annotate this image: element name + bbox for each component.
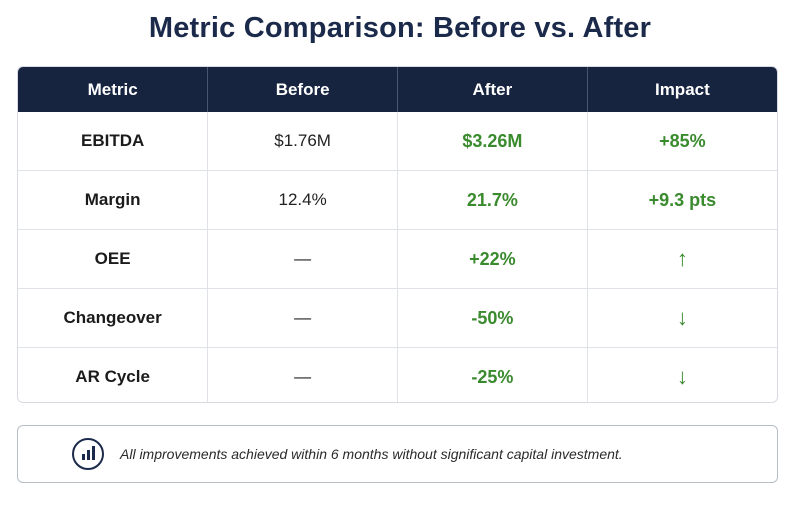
table-row: EBITDA $1.76M $3.26M +85% xyxy=(18,112,777,171)
note-box: All improvements achieved within 6 month… xyxy=(17,425,778,483)
metric-cell: EBITDA xyxy=(18,112,209,171)
table-row: AR Cycle — -25% ↓ xyxy=(18,347,777,403)
table-row: Margin 12.4% 21.7% +9.3 pts xyxy=(18,170,777,230)
metric-cell: Changeover xyxy=(18,288,209,348)
impact-cell: +85% xyxy=(587,112,777,171)
before-cell: — xyxy=(207,288,398,348)
column-header-impact: Impact xyxy=(587,67,777,112)
column-header-metric: Metric xyxy=(18,67,209,112)
table-row: OEE — +22% ↑ xyxy=(18,229,777,289)
before-cell: — xyxy=(207,347,398,402)
impact-cell: ↓ xyxy=(587,348,777,403)
after-cell: -50% xyxy=(397,288,588,348)
page-title: Metric Comparison: Before vs. After xyxy=(148,12,652,44)
comparison-table: Metric Before After Impact EBITDA $1.76M… xyxy=(17,66,778,403)
bar-chart-icon xyxy=(72,438,104,470)
table-row: Changeover — -50% ↓ xyxy=(18,288,777,348)
arrow-down-icon: ↓ xyxy=(676,364,688,389)
after-cell: 21.7% xyxy=(397,170,588,230)
impact-cell: +9.3 pts xyxy=(587,170,777,230)
before-cell: 12.4% xyxy=(207,170,398,230)
column-header-after: After xyxy=(397,67,588,112)
after-cell: +22% xyxy=(397,229,588,289)
arrow-down-icon: ↓ xyxy=(676,305,688,330)
after-cell: $3.26M xyxy=(397,112,588,171)
before-cell: — xyxy=(207,229,398,289)
metric-cell: AR Cycle xyxy=(18,347,209,402)
arrow-up-icon: ↑ xyxy=(676,246,688,271)
metric-cell: OEE xyxy=(18,229,209,289)
note-text: All improvements achieved within 6 month… xyxy=(120,446,623,462)
after-cell: -25% xyxy=(397,347,588,402)
before-cell: $1.76M xyxy=(207,112,398,171)
impact-cell: ↓ xyxy=(587,288,777,348)
metric-cell: Margin xyxy=(18,170,209,230)
impact-cell: ↑ xyxy=(587,229,777,289)
column-header-before: Before xyxy=(207,67,398,112)
table-header-row: Metric Before After Impact xyxy=(18,67,777,112)
